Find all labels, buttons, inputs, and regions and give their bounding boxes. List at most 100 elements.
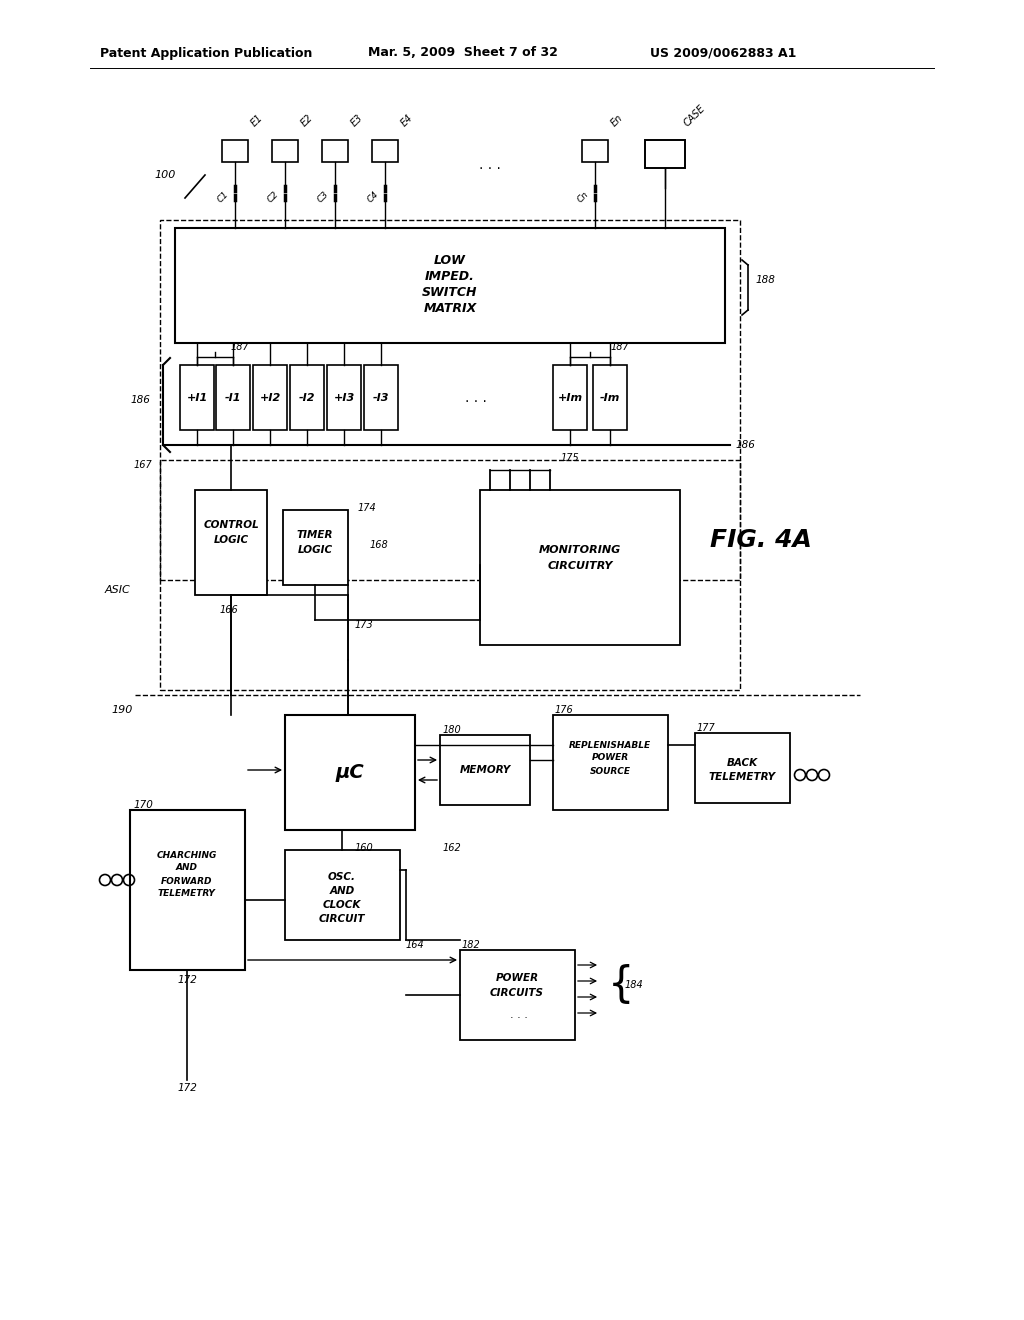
Text: C4: C4 (367, 190, 381, 205)
Bar (253, 366, 287, 430)
Bar (175, 228, 725, 343)
Text: OSC.: OSC. (328, 873, 356, 882)
Bar (372, 140, 398, 162)
Bar (460, 950, 575, 1040)
Text: CHARCHING: CHARCHING (157, 850, 217, 859)
Text: 190: 190 (112, 705, 133, 715)
Text: 170: 170 (133, 800, 153, 810)
Text: 173: 173 (355, 620, 374, 630)
Bar (327, 366, 361, 430)
Text: 186: 186 (130, 395, 150, 405)
Text: +Im: +Im (557, 393, 583, 403)
Text: CONTROL: CONTROL (203, 520, 259, 531)
Text: FORWARD: FORWARD (161, 876, 213, 886)
Text: E3: E3 (349, 112, 365, 128)
Text: C1: C1 (216, 190, 231, 205)
Text: MONITORING: MONITORING (539, 545, 622, 554)
Bar (285, 850, 400, 940)
Text: 174: 174 (358, 503, 377, 513)
Text: E4: E4 (399, 112, 415, 128)
Bar (695, 733, 790, 803)
Text: 160: 160 (355, 843, 374, 853)
Text: CIRCUITS: CIRCUITS (490, 987, 544, 998)
Text: POWER: POWER (496, 973, 539, 983)
Text: IMPED.: IMPED. (425, 269, 475, 282)
Bar (364, 366, 398, 430)
Text: CASE: CASE (682, 103, 708, 128)
Text: +I2: +I2 (259, 393, 281, 403)
Text: LOGIC: LOGIC (213, 535, 249, 545)
Text: CIRCUITRY: CIRCUITRY (547, 561, 612, 572)
Bar (645, 140, 685, 168)
Text: C2: C2 (266, 190, 281, 205)
Text: 186: 186 (735, 440, 755, 450)
Text: +I3: +I3 (334, 393, 354, 403)
Bar (195, 490, 267, 595)
Bar (272, 140, 298, 162)
Text: 176: 176 (555, 705, 573, 715)
Bar (180, 366, 214, 430)
Text: MATRIX: MATRIX (423, 301, 476, 314)
Text: +I1: +I1 (186, 393, 208, 403)
Text: . . .: . . . (465, 391, 487, 405)
Text: 187: 187 (230, 342, 250, 352)
Bar (285, 715, 415, 830)
Text: 184: 184 (625, 979, 644, 990)
Bar (440, 735, 530, 805)
Bar (130, 810, 245, 970)
Bar (480, 490, 680, 645)
Text: 177: 177 (697, 723, 716, 733)
Text: 172: 172 (177, 975, 197, 985)
Text: 182: 182 (462, 940, 480, 950)
Text: . . .: . . . (479, 158, 501, 172)
Bar (553, 366, 587, 430)
Text: Cn: Cn (577, 190, 591, 205)
Text: {: { (608, 964, 635, 1006)
Text: 168: 168 (370, 540, 389, 550)
Text: SWITCH: SWITCH (422, 285, 478, 298)
Text: E2: E2 (299, 112, 314, 128)
Bar (593, 366, 627, 430)
Text: Mar. 5, 2009  Sheet 7 of 32: Mar. 5, 2009 Sheet 7 of 32 (368, 46, 558, 59)
Text: -I3: -I3 (373, 393, 389, 403)
Text: REPLENISHABLE: REPLENISHABLE (569, 741, 651, 750)
Text: POWER: POWER (592, 754, 629, 763)
Text: SOURCE: SOURCE (590, 767, 631, 776)
Text: 187: 187 (610, 342, 630, 352)
Text: AND: AND (176, 863, 198, 873)
Bar (582, 140, 608, 162)
Text: -I2: -I2 (299, 393, 315, 403)
Text: 166: 166 (220, 605, 239, 615)
Text: LOGIC: LOGIC (297, 545, 333, 554)
Text: C3: C3 (316, 190, 331, 205)
Text: E1: E1 (249, 112, 265, 128)
Text: ASIC: ASIC (105, 585, 131, 595)
Text: -I1: -I1 (224, 393, 242, 403)
Bar (222, 140, 248, 162)
Bar (160, 459, 740, 690)
Text: En: En (609, 112, 625, 128)
Text: BACK: BACK (726, 758, 758, 768)
Bar (160, 220, 740, 579)
Text: 167: 167 (133, 459, 152, 470)
Text: CIRCUIT: CIRCUIT (318, 913, 366, 924)
Text: TELEMETRY: TELEMETRY (709, 772, 775, 781)
Bar (322, 140, 348, 162)
Text: 180: 180 (443, 725, 462, 735)
Text: AND: AND (330, 886, 354, 896)
Text: Patent Application Publication: Patent Application Publication (100, 46, 312, 59)
Text: -Im: -Im (600, 393, 621, 403)
Text: US 2009/0062883 A1: US 2009/0062883 A1 (650, 46, 797, 59)
Text: TELEMETRY: TELEMETRY (158, 890, 216, 899)
Text: LOW: LOW (434, 253, 466, 267)
Text: 175: 175 (560, 453, 580, 463)
Text: 172: 172 (177, 1082, 197, 1093)
Text: 162: 162 (443, 843, 462, 853)
Text: TIMER: TIMER (297, 531, 333, 540)
Text: . . .: . . . (510, 1010, 528, 1020)
Bar (283, 510, 348, 585)
Text: 164: 164 (406, 940, 425, 950)
Text: 100: 100 (155, 170, 176, 180)
Bar (290, 366, 324, 430)
Bar (553, 715, 668, 810)
